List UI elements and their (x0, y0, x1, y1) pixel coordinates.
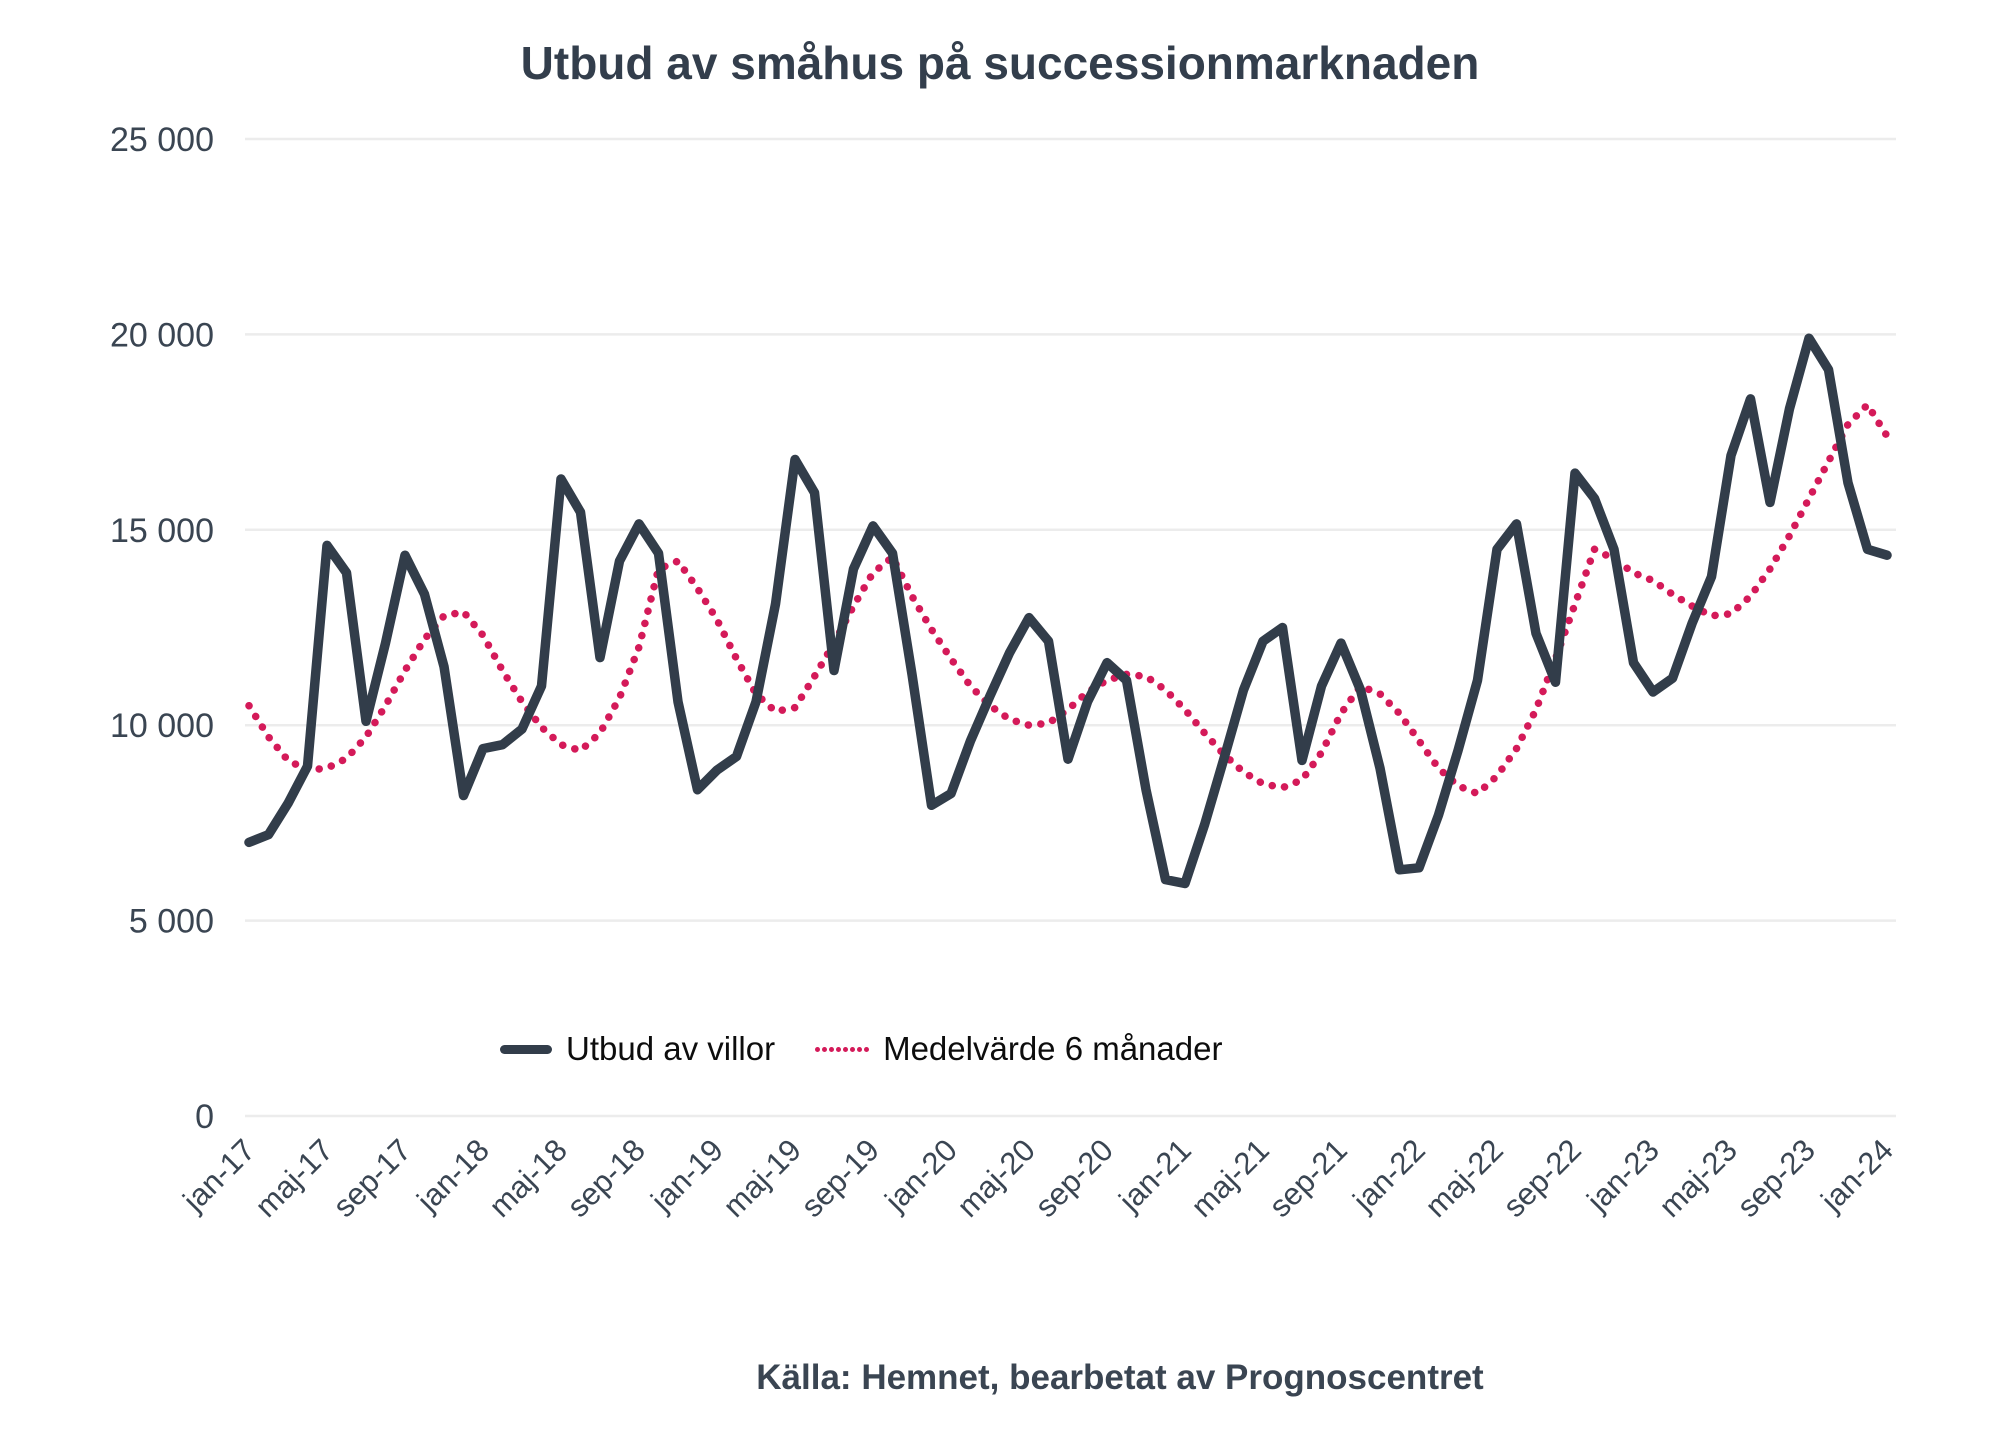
x-axis-label: jan-24 (1814, 1132, 1900, 1218)
x-axis-label: maj-17 (248, 1132, 340, 1224)
x-axis-label: maj-22 (1418, 1132, 1510, 1224)
legend-label-medelvarde: Medelvärde 6 månader (883, 1030, 1223, 1067)
x-axis-label: maj-21 (1184, 1132, 1276, 1224)
source-note: Källa: Hemnet, bearbetat av Prognoscentr… (756, 1358, 1484, 1397)
legend-label-utbud: Utbud av villor (566, 1030, 776, 1067)
x-axis-label: sep-19 (794, 1132, 886, 1224)
x-axis-label: jan-21 (1112, 1132, 1198, 1218)
y-axis-label: 20 000 (110, 316, 214, 354)
series-utbud-line (244, 333, 1892, 889)
y-axis-label: 10 000 (110, 707, 214, 745)
y-axis-label: 5 000 (129, 903, 214, 941)
x-axis-label: jan-19 (644, 1132, 730, 1218)
chart-title: Utbud av småhus på successionmarknaden (520, 37, 1480, 89)
x-axis-label: maj-18 (482, 1132, 574, 1224)
x-axis-label: jan-18 (410, 1132, 496, 1218)
x-axis-label: maj-23 (1652, 1132, 1744, 1224)
x-axis-label: maj-19 (716, 1132, 808, 1224)
y-axis-label: 0 (195, 1098, 214, 1136)
x-axis-label: sep-17 (326, 1132, 418, 1224)
x-axis-label: jan-23 (1580, 1132, 1666, 1218)
dotted-line-swatch-icon (815, 1046, 870, 1052)
x-axis-label: jan-17 (176, 1132, 262, 1218)
x-axis-label: sep-20 (1028, 1132, 1120, 1224)
x-axis-label: jan-20 (878, 1132, 964, 1218)
x-axis-label: sep-22 (1496, 1132, 1588, 1224)
y-axis-label: 15 000 (110, 512, 214, 550)
legend-item-medelvarde: Medelvärde 6 månader (815, 1030, 1222, 1068)
x-axis-label: jan-22 (1346, 1132, 1432, 1218)
solid-line-swatch-icon (500, 1044, 552, 1054)
x-axis-label: sep-23 (1730, 1132, 1822, 1224)
x-axis-label: sep-21 (1262, 1132, 1354, 1224)
x-axis-label: maj-20 (950, 1132, 1042, 1224)
legend: Utbud av villor Medelvärde 6 månader (500, 1030, 1500, 1068)
legend-item-utbud: Utbud av villor (500, 1030, 775, 1068)
x-axis-label: sep-18 (560, 1132, 652, 1224)
y-axis-label: 25 000 (110, 121, 214, 159)
